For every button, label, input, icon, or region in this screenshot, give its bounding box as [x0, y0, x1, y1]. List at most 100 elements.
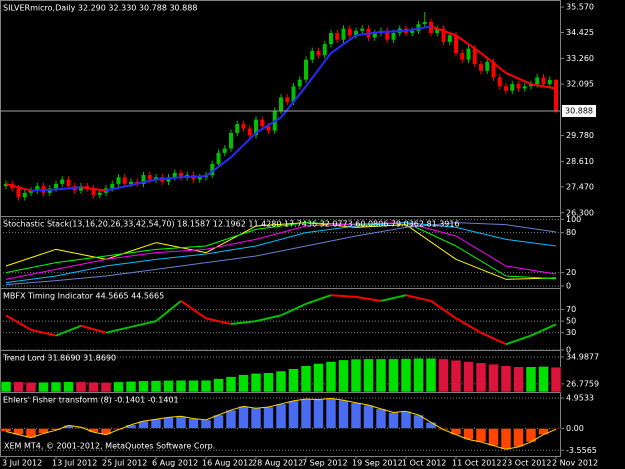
moving-average	[130, 178, 157, 187]
candle-body	[254, 119, 258, 136]
indicator-line	[5, 280, 57, 286]
candle-body	[297, 79, 302, 87]
signal-line	[30, 432, 44, 439]
histogram-bar	[488, 363, 499, 393]
candle-body	[335, 33, 340, 40]
candle-body	[266, 126, 271, 131]
histogram-bar	[463, 361, 474, 393]
indicator-line	[380, 294, 407, 302]
indicator-line	[355, 222, 407, 227]
candle-body	[154, 177, 158, 180]
indicator-line	[5, 248, 57, 267]
price-label: 30.888	[565, 106, 593, 115]
candle-body	[416, 24, 421, 31]
candle-body	[260, 119, 265, 127]
candle-body	[547, 79, 552, 85]
y-tick-label: 20	[566, 268, 576, 277]
indicator-line	[205, 238, 257, 250]
moving-average	[255, 116, 282, 134]
signal-line	[218, 409, 232, 416]
histogram-bar	[413, 357, 424, 393]
histogram-bar	[488, 428, 499, 446]
moving-average	[330, 34, 357, 54]
candle-body	[66, 179, 71, 187]
indicator-line	[405, 224, 457, 260]
signal-line	[330, 397, 344, 401]
histogram-bar	[263, 372, 274, 393]
signal-line	[180, 415, 194, 420]
histogram-bar	[0, 381, 12, 393]
indicator-line	[155, 262, 207, 270]
signal-line	[18, 434, 32, 439]
histogram-bar	[538, 366, 549, 393]
histogram-bar	[300, 365, 312, 393]
moving-average	[5, 182, 32, 192]
x-tick-label: 28 Aug 2012	[252, 459, 303, 468]
signal-line	[193, 418, 207, 421]
candle-body	[516, 84, 521, 89]
indicator-line	[505, 224, 557, 233]
histogram-bar	[63, 381, 74, 393]
candle-body	[347, 28, 352, 36]
histogram-bar	[425, 357, 437, 393]
histogram-bar	[263, 406, 274, 429]
indicator-line	[155, 300, 182, 322]
histogram-bar	[525, 366, 537, 393]
histogram-bar	[113, 381, 124, 393]
signal-line	[155, 416, 169, 420]
histogram-bar	[175, 415, 187, 429]
candle-body	[341, 28, 346, 40]
candle-body	[60, 179, 65, 184]
histogram-bar	[425, 422, 437, 429]
moving-average	[355, 30, 382, 37]
plot-frame	[0, 0, 561, 457]
y-tick-label: 27.470	[566, 182, 594, 191]
candle-body	[410, 30, 415, 34]
histogram-bar	[175, 379, 187, 393]
histogram-bar	[325, 361, 337, 393]
indicator-line	[505, 334, 532, 346]
histogram-bar	[538, 428, 549, 435]
y-tick-label: 4.9533	[566, 394, 594, 403]
signal-line	[443, 429, 457, 436]
indicator-line	[455, 317, 482, 334]
footer: XEM MT4, © 2001-2012, MetaQuotes Softwar…	[4, 442, 215, 451]
indicator-line	[55, 258, 107, 270]
y-tick-label: 80	[566, 228, 576, 237]
y-tick-label: 100	[566, 215, 581, 224]
histogram-bar	[350, 358, 362, 393]
candle-body	[322, 44, 327, 56]
histogram-bar	[200, 419, 212, 429]
candle-body	[441, 28, 446, 42]
moving-average	[455, 34, 482, 54]
x-tick-label: 1 Oct 2012	[402, 459, 446, 468]
indicator-line	[155, 253, 207, 260]
indicator-line	[105, 252, 157, 260]
histogram-bar	[225, 409, 237, 429]
signal-line	[368, 404, 382, 410]
histogram-bar	[288, 368, 299, 393]
candle-body	[535, 77, 540, 85]
panel-title: MBFX Timing Indicator 44.5665 44.5665	[3, 292, 164, 301]
y-tick-label: 0	[566, 346, 571, 355]
candle-body	[79, 186, 83, 191]
y-tick-label: 29.780	[566, 131, 594, 140]
candle-body	[241, 124, 246, 129]
histogram-bar	[275, 403, 287, 429]
histogram-bar	[38, 381, 49, 393]
candle-body	[216, 152, 221, 164]
histogram-bar	[300, 398, 312, 429]
signal-line	[243, 405, 257, 409]
candle-body	[447, 35, 452, 42]
indicator-line	[5, 314, 32, 331]
candle-body	[285, 97, 290, 102]
histogram-bar	[250, 407, 262, 429]
histogram-bar	[75, 381, 87, 393]
signal-line	[343, 399, 357, 404]
signal-line	[268, 403, 282, 408]
x-tick-label: 16 Aug 2012	[202, 459, 253, 468]
indicator-line	[455, 245, 507, 277]
candle-body	[291, 86, 296, 102]
moving-average	[430, 25, 457, 37]
histogram-bar	[100, 382, 112, 393]
